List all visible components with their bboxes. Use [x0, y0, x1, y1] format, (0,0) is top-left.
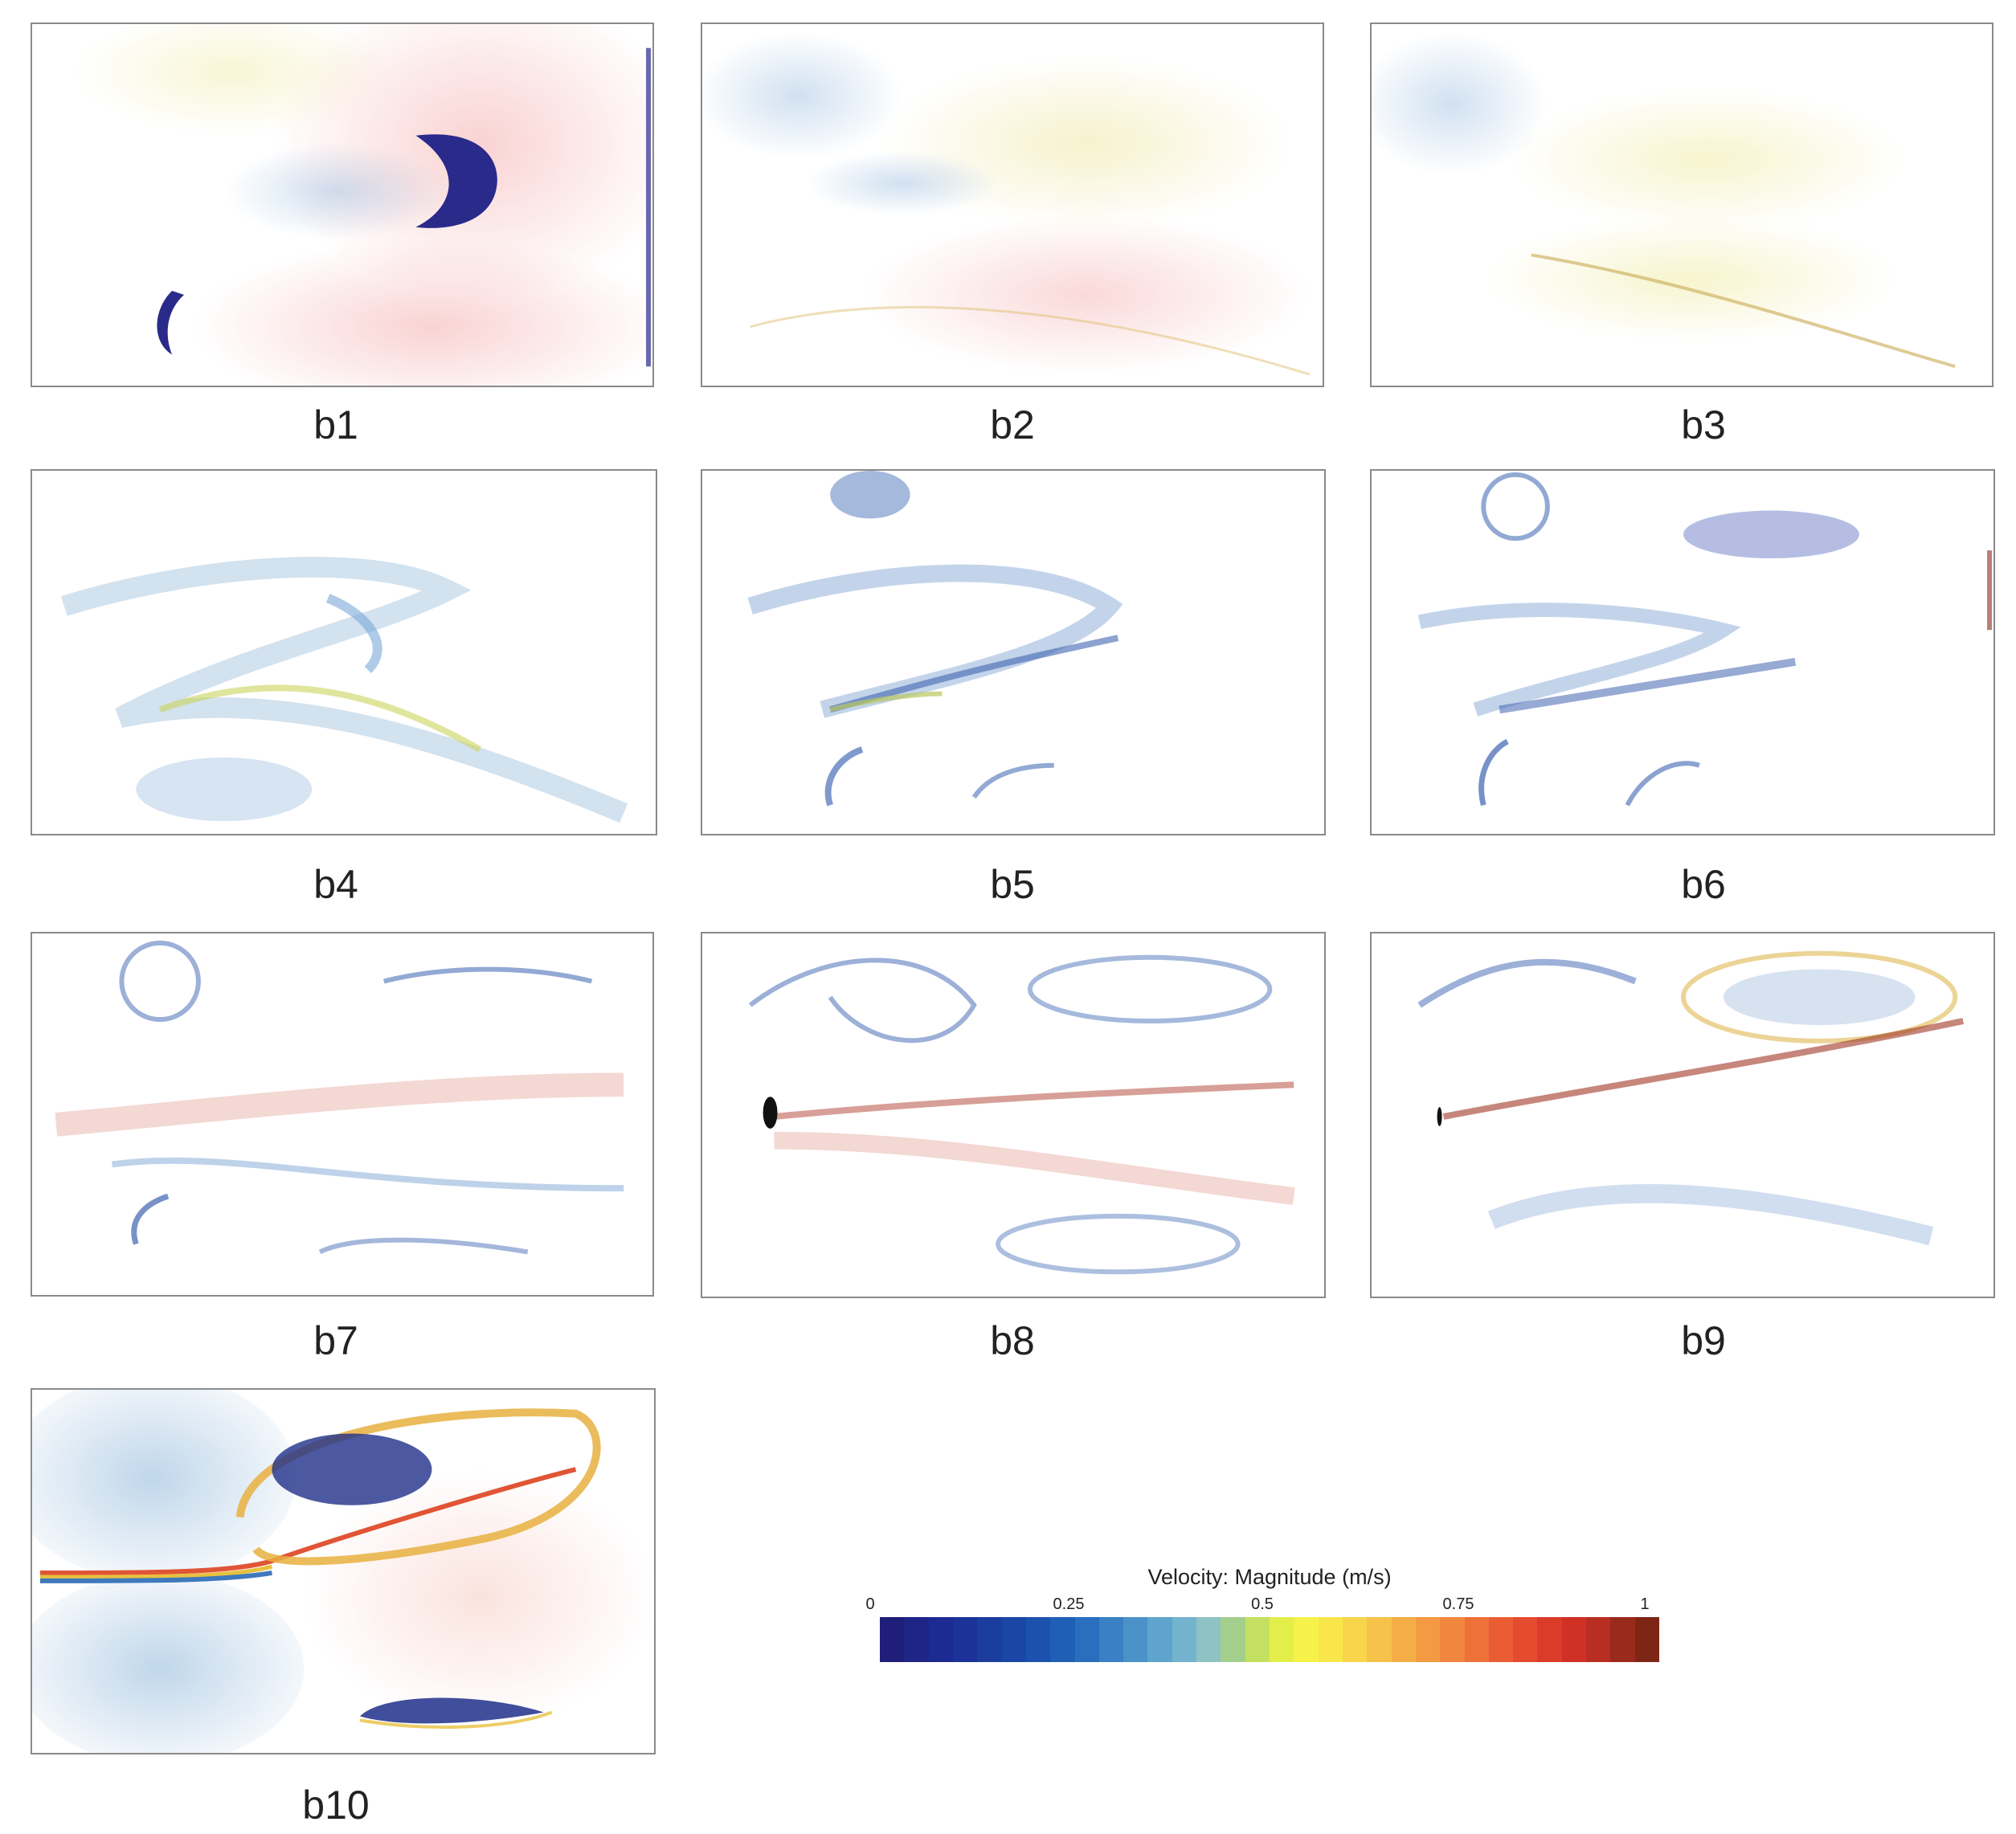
panel-b1: [31, 22, 654, 387]
colorbar-segment: [1196, 1617, 1221, 1662]
panel-b7: [31, 932, 654, 1297]
colorbar-segment: [1464, 1617, 1489, 1662]
colorbar-segment: [1270, 1617, 1294, 1662]
colorbar-segment: [1318, 1617, 1343, 1662]
particle-field-b2: [702, 31, 1311, 376]
colorbar-title: Velocity: Magnitude (m/s): [1147, 1565, 1392, 1589]
colorbar-segment: [1537, 1617, 1562, 1662]
colorbar-tick-0: 0: [865, 1595, 875, 1613]
colorbar-tick-0-5: 0.5: [1251, 1595, 1274, 1613]
colorbar-segment: [1025, 1617, 1051, 1662]
colorbar-segment: [1440, 1617, 1465, 1662]
colorbar-segment: [1367, 1617, 1392, 1662]
panel-b5: [701, 469, 1326, 835]
panel-b6: [1370, 469, 1995, 835]
colorbar-segment: [1294, 1617, 1319, 1662]
particle-field-b4: [60, 557, 628, 823]
colorbar-segment: [1074, 1617, 1099, 1662]
colorbar-tick-1: 1: [1640, 1595, 1650, 1613]
colorbar-segment: [1391, 1617, 1416, 1662]
panel-label-b3: b3: [1681, 402, 1726, 447]
particle-field-b1: [72, 24, 652, 386]
colorbar-segment: [1610, 1617, 1635, 1662]
colorbar-segment: [1001, 1617, 1026, 1662]
colorbar-segment: [1123, 1617, 1148, 1662]
particle-field-b3: [1372, 31, 1956, 369]
panel-b10: [31, 1388, 656, 1754]
colorbar-segment: [1172, 1617, 1197, 1662]
panel-label-b9: b9: [1681, 1318, 1726, 1363]
colorbar-segment: [1245, 1617, 1270, 1662]
panel-b8: [701, 932, 1326, 1298]
panel-label-b7: b7: [313, 1318, 358, 1363]
colorbar-segment: [1221, 1617, 1245, 1662]
colorbar-segment: [928, 1617, 953, 1662]
colorbar-segment: [880, 1617, 905, 1662]
particle-field-b9: [1417, 950, 1965, 1246]
colorbar-segment: [1098, 1617, 1124, 1662]
panel-b9: [1370, 932, 1995, 1298]
colorbar-segment: [952, 1617, 978, 1662]
colorbar-segment: [1415, 1617, 1441, 1662]
particle-field-b10: [32, 1390, 654, 1753]
colorbar-segment: [1513, 1617, 1538, 1662]
velocity-colorbar: [880, 1617, 1659, 1662]
colorbar-segment: [1561, 1617, 1587, 1662]
panel-label-b4: b4: [313, 862, 358, 907]
panel-b2: [701, 22, 1324, 387]
colorbar-segment: [1342, 1617, 1368, 1662]
particle-field-b8: [748, 954, 1295, 1275]
particle-field-b7: [55, 940, 624, 1255]
colorbar-segment: [1586, 1617, 1611, 1662]
panel-b3: [1370, 22, 1994, 387]
colorbar-tick-0-25: 0.25: [1053, 1595, 1085, 1613]
colorbar-tick-0-75: 0.75: [1442, 1595, 1474, 1613]
colorbar-segment: [1050, 1617, 1075, 1662]
colorbar-segment: [977, 1617, 1002, 1662]
colorbar-segment: [1147, 1617, 1172, 1662]
panel-label-b5: b5: [990, 862, 1035, 907]
colorbar-segment: [1634, 1617, 1659, 1662]
panel-label-b2: b2: [990, 402, 1035, 447]
colorbar-segment: [904, 1617, 929, 1662]
panel-label-b6: b6: [1681, 862, 1726, 907]
panel-label-b1: b1: [313, 402, 358, 447]
colorbar-segment: [1488, 1617, 1514, 1662]
panel-label-b10: b10: [302, 1783, 370, 1828]
particle-field-b5: [747, 471, 1123, 807]
particle-field-b6: [1417, 472, 1993, 807]
panel-label-b8: b8: [990, 1318, 1035, 1363]
panel-b4: [31, 469, 657, 835]
